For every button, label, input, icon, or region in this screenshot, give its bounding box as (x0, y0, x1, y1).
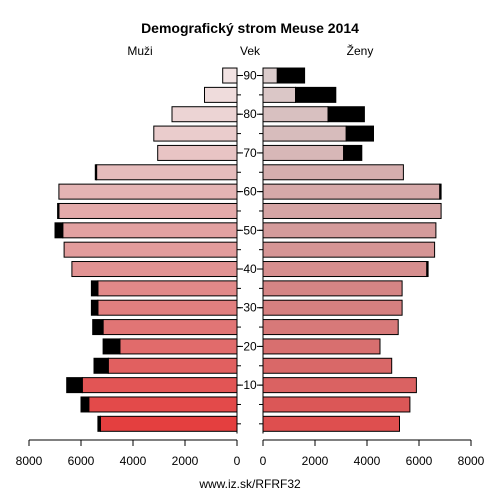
female-bar (262, 377, 417, 394)
female-bar (262, 415, 400, 432)
female-bar (262, 338, 381, 355)
female-bar (262, 261, 428, 278)
female-bar (262, 183, 441, 200)
female-bar (262, 299, 403, 316)
right-x-tick-label: 4000 (354, 454, 381, 468)
male-bar (102, 319, 238, 336)
right-x-tick-label: 6000 (406, 454, 433, 468)
female-bar (262, 125, 347, 142)
age-label: Vek (240, 44, 261, 58)
male-excess-bar (102, 338, 121, 355)
bars-group (54, 67, 442, 432)
source-footer: www.iz.sk/RFRF32 (198, 477, 301, 491)
right-x-tick-label: 8000 (458, 454, 485, 468)
male-bar (119, 338, 238, 355)
age-tick-label: 40 (243, 262, 257, 276)
female-excess-bar (295, 86, 337, 103)
female-bar (262, 319, 399, 336)
age-tick-label: 70 (243, 146, 257, 160)
male-label: Muži (127, 44, 152, 58)
female-bar (262, 67, 278, 84)
age-tick-label: 50 (243, 223, 257, 237)
female-label: Ženy (347, 43, 374, 58)
male-excess-bar (54, 222, 64, 239)
male-bar (97, 280, 238, 297)
female-bar (262, 241, 436, 258)
male-bar (58, 183, 238, 200)
female-bar (262, 222, 437, 239)
male-bar (171, 106, 238, 123)
left-x-tick-label: 2000 (172, 454, 199, 468)
male-excess-bar (57, 202, 60, 219)
female-bar (262, 106, 329, 123)
right-x-tick-label: 0 (260, 454, 267, 468)
male-excess-bar (93, 357, 109, 374)
female-excess-bar (327, 106, 365, 123)
male-bar (97, 299, 238, 316)
left-x-tick-label: 8000 (16, 454, 43, 468)
female-bar (262, 164, 404, 181)
female-bar (262, 144, 345, 161)
male-bar (107, 357, 238, 374)
chart-title: Demografický strom Meuse 2014 (141, 20, 359, 36)
age-tick-label: 10 (243, 378, 257, 392)
left-x-tick-label: 4000 (120, 454, 147, 468)
male-bar (222, 67, 238, 84)
male-bar (81, 377, 238, 394)
male-excess-bar (94, 164, 98, 181)
axes-group: 10 20 30 40 50 60 70 80 90 8000 6000 4000 2000 0 0 2000… (16, 69, 485, 468)
left-x-tick-label: 0 (234, 454, 241, 468)
female-excess-bar (343, 144, 363, 161)
female-bar (262, 357, 393, 374)
male-bar (71, 261, 238, 278)
age-tick-label: 90 (243, 69, 257, 83)
age-tick-label: 20 (243, 339, 257, 353)
age-tick-label: 80 (243, 107, 257, 121)
male-bar (96, 164, 238, 181)
male-bar (58, 202, 238, 219)
male-excess-bar (66, 377, 83, 394)
male-excess-bar (92, 319, 104, 336)
female-excess-bar (345, 125, 375, 142)
age-tick-label: 30 (243, 301, 257, 315)
male-excess-bar (97, 415, 102, 432)
female-bar (262, 280, 403, 297)
male-bar (88, 396, 238, 413)
left-x-tick-label: 6000 (68, 454, 95, 468)
male-bar (62, 222, 238, 239)
female-excess-bar (276, 67, 306, 84)
right-x-tick-label: 2000 (302, 454, 329, 468)
male-excess-bar (90, 299, 99, 316)
male-excess-bar (90, 280, 99, 297)
male-bar (204, 86, 238, 103)
female-bar (262, 202, 442, 219)
female-bar (262, 86, 296, 103)
female-excess-bar (426, 261, 429, 278)
female-bar (262, 396, 411, 413)
female-excess-bar (439, 183, 442, 200)
male-bar (153, 125, 238, 142)
age-tick-label: 60 (243, 185, 257, 199)
male-excess-bar (80, 396, 90, 413)
male-bar (157, 144, 238, 161)
male-bar (100, 415, 238, 432)
male-bar (63, 241, 238, 258)
